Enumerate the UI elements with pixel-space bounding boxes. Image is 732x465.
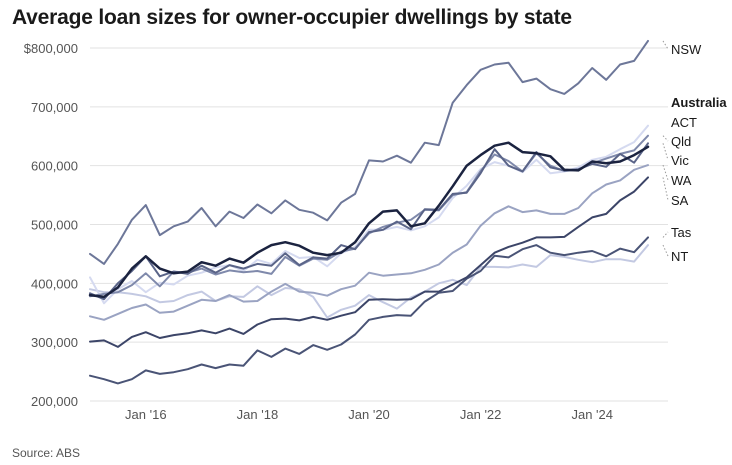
x-tick-label: Jan '20 <box>348 407 390 422</box>
y-tick-label: 400,000 <box>31 276 78 291</box>
y-tick-label: 200,000 <box>31 394 78 409</box>
series-line-australia <box>88 141 650 299</box>
x-tick-label: Jan '18 <box>237 407 279 422</box>
leader-line-wa <box>662 164 669 181</box>
series-line-wa <box>89 164 649 321</box>
series-label-act: ACT <box>671 115 697 130</box>
series-labels: NSW Australia ACT Qld Vic WA SA Tas NT <box>662 40 727 264</box>
y-tick-label: $800,000 <box>24 41 78 56</box>
y-axis-ticks: $800,000 700,000 600,000 500,000 400,000 300,… <box>24 41 78 409</box>
leader-line-nt <box>662 244 669 257</box>
x-axis-ticks: Jan '16 Jan '18 Jan '20 Jan '22 Jan '24 <box>125 407 613 422</box>
y-tick-label: 600,000 <box>31 159 78 174</box>
series-label-nt: NT <box>671 249 688 264</box>
gridlines <box>90 47 668 402</box>
y-tick-label: 500,000 <box>31 218 78 233</box>
series-line-nsw <box>89 39 649 265</box>
x-tick-label: Jan '16 <box>125 407 167 422</box>
series-label-tas: Tas <box>671 225 692 240</box>
leader-line-tas <box>662 231 669 238</box>
leader-line-qld <box>662 135 669 142</box>
chart-title: Average loan sizes for owner-occupier dw… <box>12 6 572 29</box>
series-label-nsw: NSW <box>671 42 702 57</box>
leader-line-nsw <box>662 40 669 50</box>
series-line-vic <box>89 142 649 301</box>
series-lines <box>88 39 650 385</box>
series-label-vic: Vic <box>671 153 689 168</box>
x-tick-label: Jan '22 <box>460 407 502 422</box>
series-line-nt <box>89 244 649 319</box>
leader-line-sa <box>662 177 669 201</box>
series-label-qld: Qld <box>671 134 691 149</box>
source-note: Source: ABS <box>12 446 81 460</box>
leader-line-vic <box>662 143 669 161</box>
series-label-wa: WA <box>671 173 692 188</box>
series-line-tas <box>89 236 649 385</box>
y-tick-label: 300,000 <box>31 335 78 350</box>
series-line-act <box>89 124 649 305</box>
series-line-sa <box>89 176 649 348</box>
series-label-sa: SA <box>671 193 689 208</box>
series-label-australia: Australia <box>671 95 727 110</box>
x-tick-label: Jan '24 <box>571 407 613 422</box>
y-tick-label: 700,000 <box>31 100 78 115</box>
